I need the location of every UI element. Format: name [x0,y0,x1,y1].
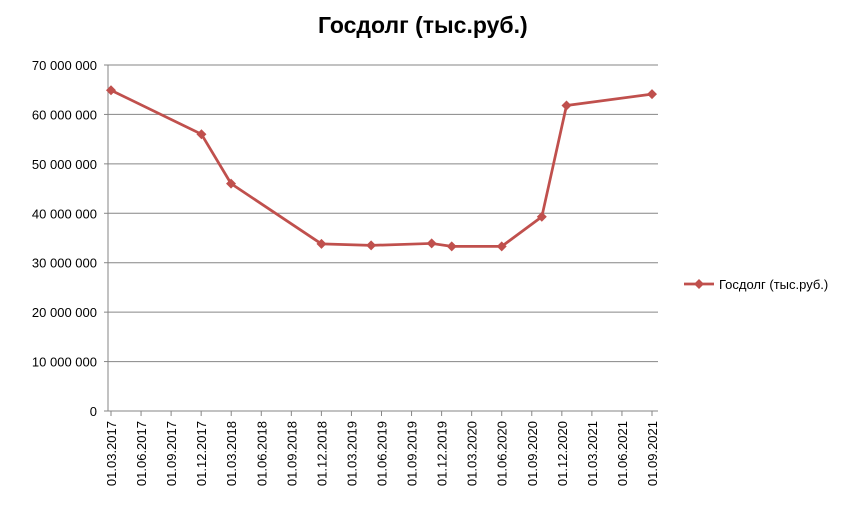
x-tick-label: 01.03.2018 [224,421,239,486]
x-tick-label: 01.12.2017 [194,421,209,486]
axes [107,65,658,412]
series-line [110,88,653,248]
y-tick-label: 50 000 000 [32,157,97,172]
y-tick-label: 0 [90,404,97,419]
series-group [106,85,657,252]
y-tick-label: 20 000 000 [32,305,97,320]
data-point [226,178,237,189]
y-tick-label: 70 000 000 [32,58,97,73]
data-point [196,129,207,140]
x-tick-label: 01.12.2019 [435,421,450,486]
x-tick-label: 01.09.2020 [525,421,540,486]
x-tick-label: 01.06.2019 [375,421,390,486]
data-point [106,85,116,96]
x-tick-label: 01.06.2018 [254,421,269,486]
x-tick-label: 01.03.2019 [344,421,359,486]
data-point [426,238,437,249]
x-tick-label: 01.03.2020 [465,421,480,486]
x-tick-label: 01.06.2017 [134,421,149,486]
y-tick-label: 30 000 000 [32,256,97,271]
data-point [647,89,657,100]
data-point [366,240,377,251]
gridlines [108,64,658,363]
legend-label: Госдолг (тыс.руб.) [719,277,828,292]
data-point [446,241,457,252]
x-tick-label: 01.12.2018 [314,421,329,486]
data-point [316,238,327,249]
y-tick-label: 60 000 000 [32,107,97,122]
x-tick-label: 01.09.2021 [645,421,660,486]
chart-title: Госдолг (тыс.руб.) [318,12,528,38]
data-point [496,241,507,252]
x-tick-label: 01.09.2017 [164,421,179,486]
x-tick-label: 01.12.2020 [555,421,570,486]
y-axis-ticks: 0 10 000 000 20 000 000 30 000 000 40 000 00… [32,58,108,419]
y-tick-label: 40 000 000 [32,206,97,221]
x-tick-label: 01.09.2019 [405,421,420,486]
x-tick-label: 01.06.2020 [495,421,510,486]
x-tick-label: 01.03.2021 [585,421,600,486]
x-axis-ticks: 01.03.2017 01.06.2017 01.09.2017 01.12.2017… [104,411,660,486]
legend-marker [694,279,704,289]
x-tick-label: 01.09.2018 [284,421,299,486]
x-tick-label: 01.06.2021 [615,421,630,486]
data-point [536,211,547,222]
x-tick-label: 01.03.2017 [104,421,119,486]
data-point [561,100,572,111]
legend: Госдолг (тыс.руб.) [684,277,828,292]
y-tick-label: 10 000 000 [32,355,97,370]
